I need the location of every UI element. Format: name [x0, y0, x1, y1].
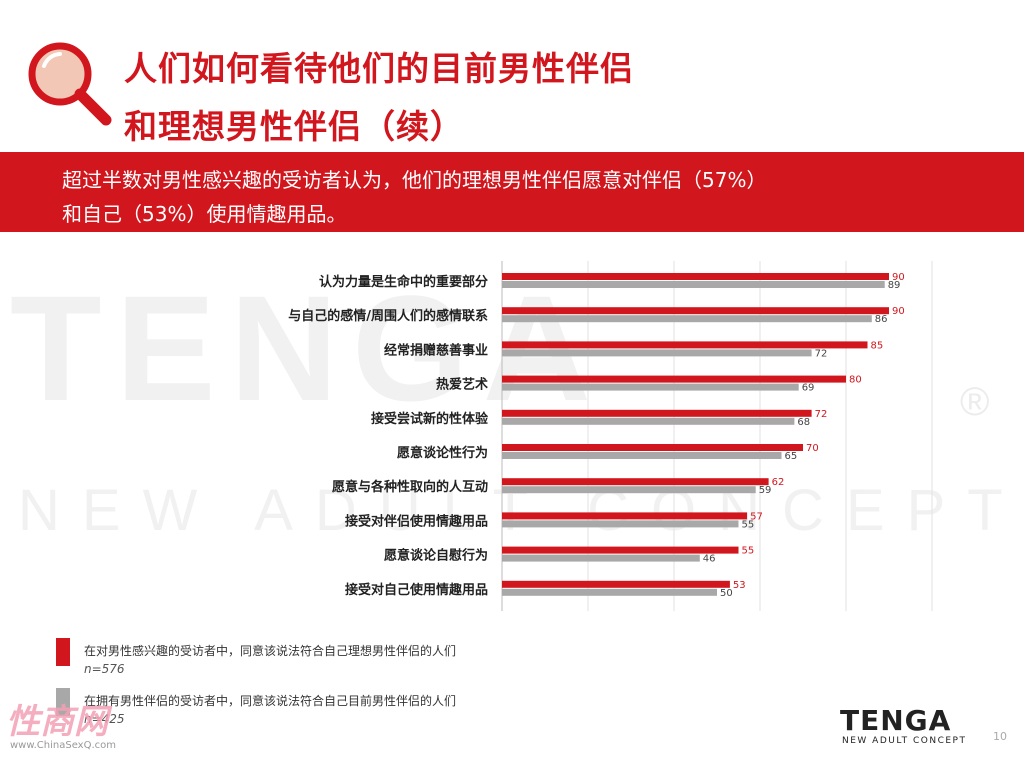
data-label-ideal: 62 [772, 477, 785, 488]
data-label-ideal: 53 [733, 580, 746, 591]
bar-current [502, 486, 756, 494]
data-label-current: 46 [703, 554, 716, 565]
category-label: 愿意与各种性取向的人互动 [332, 479, 488, 495]
brand-logo-text: TENGA [840, 704, 952, 737]
site-watermark-url: www.ChinaSexQ.com [10, 740, 117, 751]
bar-ideal [502, 341, 868, 349]
bar-current [502, 554, 700, 562]
data-label-current: 59 [759, 485, 772, 496]
brand-logo: TENGA NEW ADULT CONCEPT [838, 704, 988, 748]
data-label-ideal: 85 [871, 340, 884, 351]
data-label-ideal: 70 [806, 443, 819, 454]
data-label-current: 65 [785, 451, 798, 462]
category-label: 接受对伴侣使用情趣用品 [345, 513, 488, 529]
data-label-current: 69 [802, 383, 815, 394]
bar-ideal [502, 273, 889, 280]
category-label: 认为力量是生命中的重要部分 [319, 274, 488, 290]
bar-ideal [502, 580, 730, 588]
legend-label-current: 在拥有男性伴侣的受访者中，同意该说法符合自己目前男性伴侣的人们 [84, 694, 457, 708]
brand-tagline: NEW ADULT CONCEPT [842, 736, 967, 746]
data-label-current: 86 [875, 314, 888, 325]
site-watermark: 性商网 www.ChinaSexQ.com [6, 694, 126, 764]
bar-current [502, 281, 885, 288]
bar-current [502, 349, 812, 357]
data-label-current: 72 [815, 348, 828, 359]
data-label-ideal: 55 [742, 546, 755, 557]
page-title-line-2: 和理想男性伴侣（续） [124, 107, 464, 146]
bar-current [502, 588, 717, 596]
data-label-current: 68 [797, 417, 810, 428]
bar-current [502, 520, 739, 528]
bar-current [502, 452, 782, 459]
category-label: 热爱艺术 [436, 377, 488, 393]
data-label-current: 50 [720, 588, 733, 599]
bar-current [502, 383, 799, 391]
data-label-ideal: 90 [892, 272, 905, 283]
watermark-registered: ® [960, 380, 989, 424]
bar-ideal [502, 512, 748, 520]
bar-current [502, 315, 872, 323]
title-area: 人们如何看待他们的目前男性伴侣 和理想男性伴侣（续） [0, 0, 1024, 150]
magnifier-icon [28, 42, 112, 126]
category-label: 与自己的感情/周围人们的感情联系 [288, 308, 488, 324]
bar-ideal [502, 409, 812, 417]
legend-swatch-red [56, 638, 70, 666]
data-label-ideal: 80 [849, 375, 862, 386]
data-label-ideal: 72 [815, 409, 828, 420]
banner-line-2: 和自己（53%）使用情趣用品。 [62, 202, 347, 226]
bar-ideal [502, 546, 739, 554]
data-label-ideal: 57 [750, 511, 763, 522]
page-title-line-1: 人们如何看待他们的目前男性伴侣 [124, 49, 634, 88]
bar-ideal [502, 444, 803, 451]
bar-current [502, 417, 795, 425]
page-number: 10 [993, 730, 1007, 743]
bar-ideal [502, 478, 769, 486]
bar-ideal [502, 375, 846, 383]
legend-n-ideal: n=576 [84, 662, 125, 676]
summary-banner: 超过半数对男性感兴趣的受访者认为，他们的理想男性伴侣愿意对伴侣（57%） 和自己… [0, 152, 1024, 232]
watermark-logo: TENGA [10, 264, 605, 432]
category-label: 愿意谈论性行为 [397, 445, 488, 461]
category-label: 愿意谈论自慰行为 [384, 548, 488, 564]
data-label-current: 55 [742, 519, 755, 530]
category-label: 经常捐赠慈善事业 [384, 342, 488, 358]
bar-ideal [502, 307, 889, 315]
category-label: 接受对自己使用情趣用品 [345, 582, 488, 598]
banner-line-1: 超过半数对男性感兴趣的受访者认为，他们的理想男性伴侣愿意对伴侣（57%） [62, 168, 767, 192]
site-watermark-main: 性商网 [6, 702, 108, 742]
category-label: 接受尝试新的性体验 [371, 411, 489, 427]
legend-n-current: n=425 [84, 712, 125, 726]
data-label-ideal: 90 [892, 306, 905, 317]
data-label-current: 89 [888, 280, 901, 291]
legend-label-ideal: 在对男性感兴趣的受访者中，同意该说法符合自己理想男性伴侣的人们 [84, 644, 457, 658]
legend-swatch-grey [56, 688, 70, 716]
